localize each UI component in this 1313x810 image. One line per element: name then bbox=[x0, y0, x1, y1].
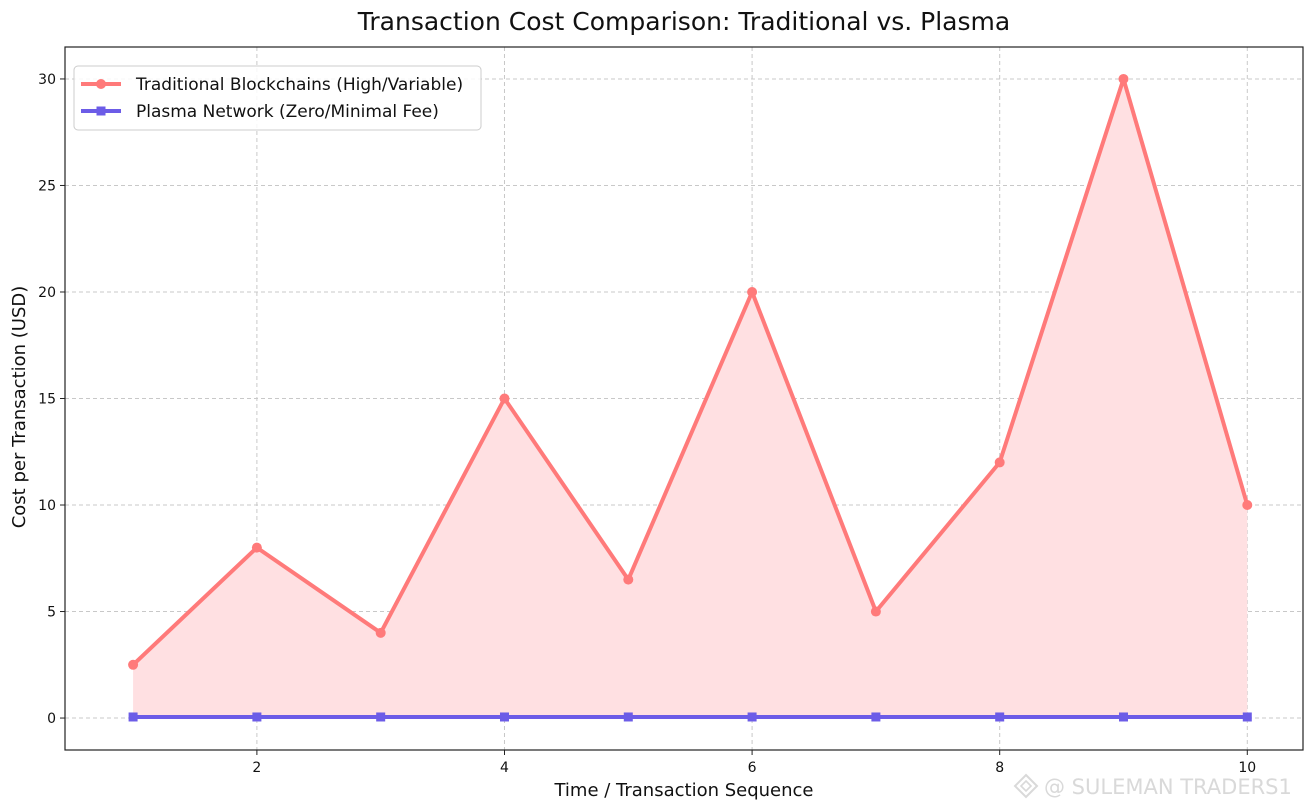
y-tick-label: 0 bbox=[47, 711, 56, 727]
series-1-point bbox=[871, 712, 881, 722]
series-0-point bbox=[375, 627, 386, 638]
series-0-point bbox=[128, 659, 139, 670]
series-0-point bbox=[499, 393, 510, 404]
legend-label: Plasma Network (Zero/Minimal Fee) bbox=[136, 102, 439, 122]
series-1-point bbox=[1242, 712, 1252, 722]
legend-box bbox=[73, 65, 482, 131]
y-tick-label: 10 bbox=[38, 498, 56, 514]
series-1-point bbox=[623, 712, 633, 722]
x-axis-label: Time / Transaction Sequence bbox=[553, 780, 813, 801]
series-1-point bbox=[128, 712, 138, 722]
series-0-point bbox=[251, 542, 262, 553]
x-tick-label: 2 bbox=[252, 760, 261, 776]
x-tick-label: 4 bbox=[500, 760, 509, 776]
series-layer bbox=[128, 73, 1253, 722]
x-tick-label: 8 bbox=[995, 760, 1004, 776]
legend-label: Traditional Blockchains (High/Variable) bbox=[135, 75, 463, 95]
series-0-line bbox=[131, 76, 1250, 667]
series-0-point bbox=[1242, 500, 1253, 511]
chart-title: Transaction Cost Comparison: Traditional… bbox=[357, 7, 1010, 36]
series-0-point bbox=[994, 457, 1005, 468]
series-1-point bbox=[747, 712, 757, 722]
series-1-point bbox=[499, 712, 509, 722]
series-0-area bbox=[133, 78, 1248, 719]
legend-swatch-marker bbox=[96, 79, 106, 89]
series-1-point bbox=[376, 712, 386, 722]
y-tick-label: 5 bbox=[47, 605, 56, 621]
legend-swatch-marker bbox=[96, 106, 106, 116]
y-tick-label: 25 bbox=[38, 178, 56, 194]
series-0-point bbox=[870, 606, 881, 617]
x-axis-ticks: 2 4 6 8 10 bbox=[252, 750, 1256, 776]
y-axis-label: Cost per Transaction (USD) bbox=[9, 286, 30, 529]
series-0-point bbox=[1118, 73, 1129, 84]
watermark-text: @ SULEMAN TRADERS1 bbox=[1044, 775, 1292, 799]
y-tick-label: 15 bbox=[38, 392, 56, 408]
y-tick-label: 30 bbox=[38, 72, 56, 88]
watermark: @ SULEMAN TRADERS1 bbox=[1013, 773, 1292, 799]
legend: Traditional Blockchains (High/Variable) P… bbox=[73, 65, 482, 131]
series-0-point bbox=[747, 286, 758, 297]
y-axis-ticks: 0 5 10 15 20 25 30 bbox=[38, 72, 65, 727]
series-1-point bbox=[252, 712, 262, 722]
series-1-point bbox=[995, 712, 1005, 722]
series-1-point bbox=[1118, 712, 1128, 722]
y-tick-label: 20 bbox=[38, 285, 56, 301]
series-0-point bbox=[623, 574, 634, 585]
x-tick-label: 6 bbox=[748, 760, 757, 776]
diamond-logo-icon bbox=[1013, 773, 1039, 799]
x-tick-label: 10 bbox=[1238, 760, 1256, 776]
